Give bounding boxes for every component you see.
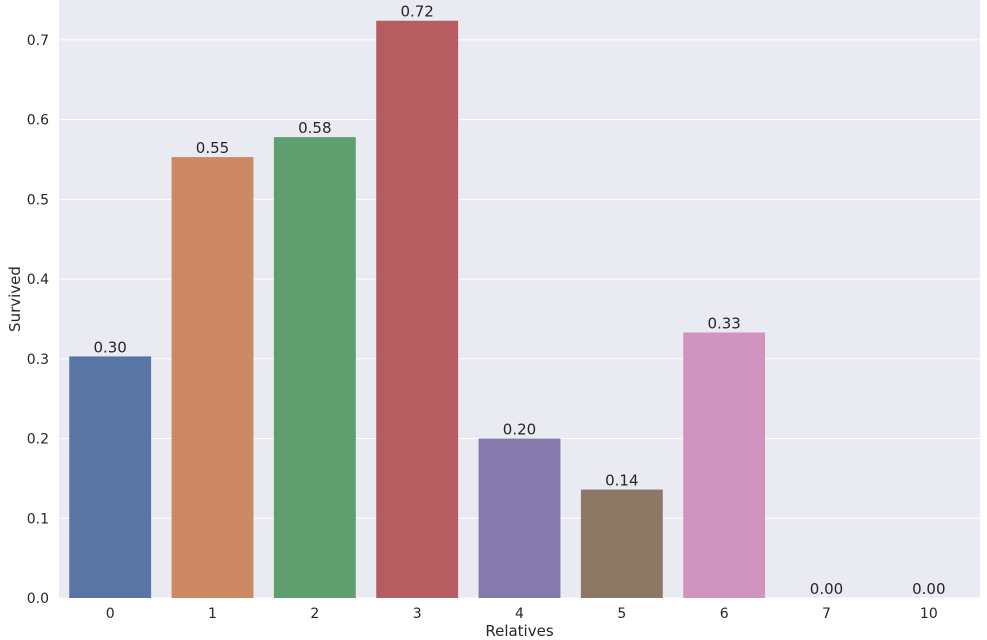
bar-6 <box>683 332 766 598</box>
value-label-3: 0.72 <box>400 3 433 21</box>
value-label-1: 0.55 <box>196 139 229 157</box>
bar-0 <box>69 356 152 598</box>
value-label-5: 0.14 <box>605 472 638 490</box>
bar-5 <box>580 489 663 598</box>
bar-1 <box>171 157 254 599</box>
x-tick-label-2: 2 <box>310 606 319 622</box>
value-label-4: 0.20 <box>503 421 536 439</box>
x-tick-label-7: 7 <box>822 606 831 622</box>
x-tick-label-4: 4 <box>515 606 524 622</box>
x-tick-label-6: 6 <box>720 606 729 622</box>
y-tick-label: 0.5 <box>27 192 49 208</box>
bar-4 <box>478 438 561 598</box>
value-label-10: 0.00 <box>912 580 945 598</box>
value-labels: 0.30 0.55 0.58 0.72 0.20 0.14 0.33 0.00 0.00 <box>93 3 945 598</box>
bar-3 <box>376 20 459 599</box>
value-label-0: 0.30 <box>93 338 126 356</box>
y-tick-label: 0.6 <box>27 113 49 129</box>
x-tick-label-0: 0 <box>106 606 115 622</box>
y-tick-label: 0.7 <box>27 33 49 49</box>
value-label-7: 0.00 <box>810 580 843 598</box>
y-tick-label: 0.0 <box>27 591 49 607</box>
value-label-2: 0.58 <box>298 119 331 137</box>
y-tick-label: 0.4 <box>27 272 49 288</box>
y-tick-label: 0.1 <box>27 511 49 527</box>
x-tick-label-5: 5 <box>617 606 626 622</box>
y-axis-label: Survived <box>6 266 24 332</box>
bars <box>69 20 766 599</box>
y-tick-label: 0.2 <box>27 432 49 448</box>
x-tick-label-1: 1 <box>208 606 217 622</box>
x-tick-label-3: 3 <box>413 606 422 622</box>
y-axis-ticks: 0.0 0.1 0.2 0.3 0.4 0.5 0.6 0.7 <box>27 33 49 607</box>
x-tick-label-10: 10 <box>920 606 938 622</box>
x-axis-ticks: 0 1 2 3 4 5 6 7 10 <box>106 606 938 622</box>
x-axis-label: Relatives <box>485 622 553 640</box>
bar-2 <box>273 137 356 598</box>
value-label-6: 0.33 <box>707 314 740 332</box>
y-tick-label: 0.3 <box>27 352 49 368</box>
